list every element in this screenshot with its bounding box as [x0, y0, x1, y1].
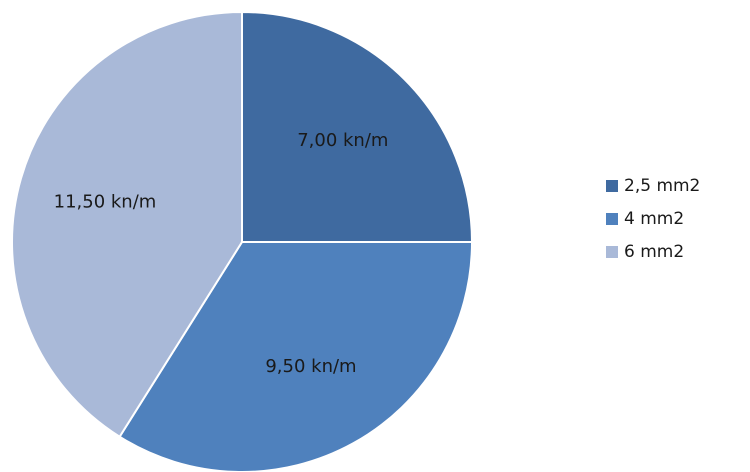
- pie-data-labels: 7,00 kn/m 9,50 kn/m 11,50 kn/m: [54, 130, 389, 377]
- legend-entry-2: 4 mm2: [624, 209, 684, 229]
- pie-slice-3: [11, 10, 243, 439]
- pie-data-label-1: 7,00 kn/m: [297, 130, 388, 151]
- legend-swatch-2: [606, 213, 618, 225]
- legend-entry-3: 6 mm2: [624, 242, 684, 262]
- legend-swatch-3: [606, 246, 618, 258]
- legend-swatch-1: [606, 180, 618, 192]
- pie-slice-2: [118, 241, 474, 472]
- pie-slices: [11, 10, 474, 472]
- chart-legend: 2,5 mm2 4 mm2 6 mm2: [606, 176, 700, 262]
- pie-data-label-3: 11,50 kn/m: [54, 192, 157, 213]
- pie-slice-1: [241, 10, 474, 243]
- pie-data-label-2: 9,50 kn/m: [265, 356, 356, 377]
- legend-entry-1: 2,5 mm2: [624, 176, 700, 196]
